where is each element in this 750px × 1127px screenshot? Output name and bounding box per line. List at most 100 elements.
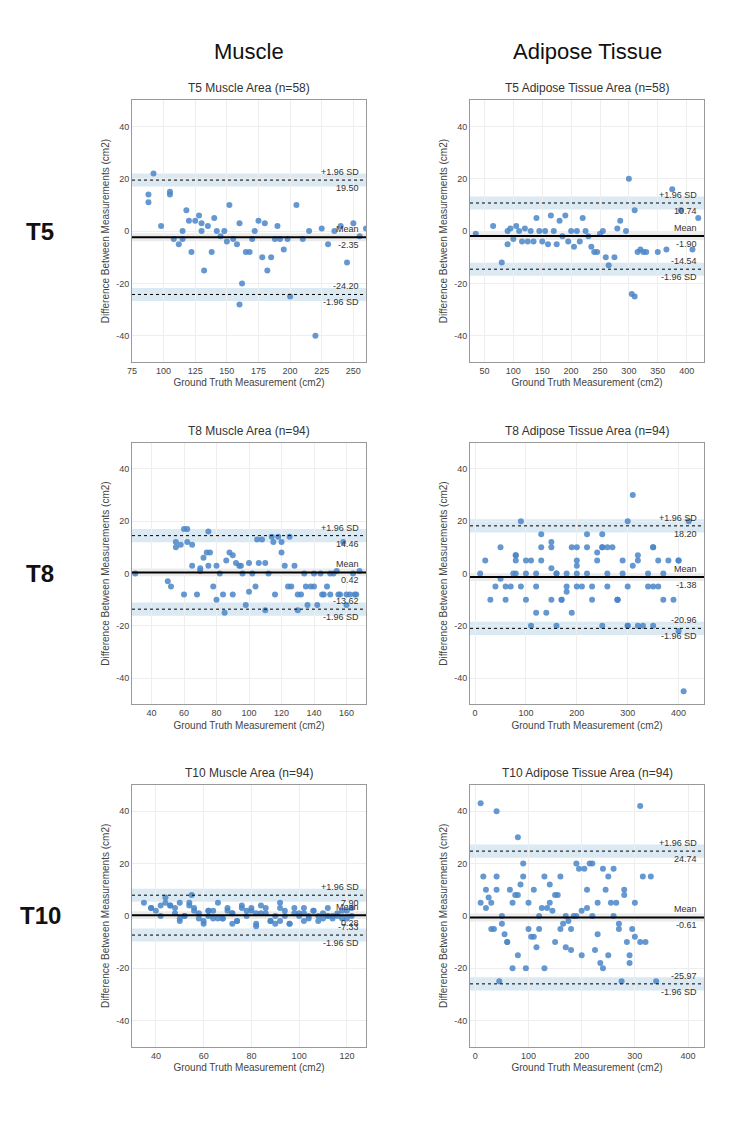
svg-text:-40: -40 bbox=[454, 1016, 467, 1026]
svg-text:80: 80 bbox=[246, 1051, 256, 1061]
svg-text:150: 150 bbox=[535, 366, 550, 376]
svg-text:40: 40 bbox=[119, 122, 129, 132]
svg-text:Mean: Mean bbox=[674, 904, 697, 914]
svg-text:250: 250 bbox=[346, 366, 361, 376]
svg-text:T5: T5 bbox=[26, 218, 54, 245]
svg-text:-1.96 SD: -1.96 SD bbox=[323, 612, 359, 622]
svg-text:350: 350 bbox=[650, 366, 665, 376]
svg-text:T8 Muscle Area (n=94): T8 Muscle Area (n=94) bbox=[188, 424, 310, 438]
svg-text:0: 0 bbox=[124, 569, 129, 579]
svg-text:Difference Between Measurement: Difference Between Measurements (cm2) bbox=[100, 824, 111, 1008]
svg-text:24.74: 24.74 bbox=[674, 854, 697, 864]
svg-text:-20: -20 bbox=[454, 621, 467, 631]
svg-text:250: 250 bbox=[592, 366, 607, 376]
svg-text:0.42: 0.42 bbox=[341, 575, 359, 585]
svg-text:300: 300 bbox=[620, 708, 635, 718]
svg-text:-1.38: -1.38 bbox=[676, 580, 697, 590]
svg-text:0: 0 bbox=[473, 708, 478, 718]
svg-text:-0.61: -0.61 bbox=[676, 920, 697, 930]
svg-text:-1.96 SD: -1.96 SD bbox=[323, 938, 359, 948]
svg-text:-40: -40 bbox=[454, 331, 467, 341]
svg-text:-40: -40 bbox=[116, 331, 129, 341]
svg-text:100: 100 bbox=[521, 1051, 536, 1061]
svg-text:20: 20 bbox=[119, 516, 129, 526]
svg-text:80: 80 bbox=[211, 708, 221, 718]
svg-text:14.46: 14.46 bbox=[336, 539, 359, 549]
svg-text:Difference Between Measurement: Difference Between Measurements (cm2) bbox=[100, 139, 111, 323]
svg-text:120: 120 bbox=[274, 708, 289, 718]
svg-text:10.74: 10.74 bbox=[674, 206, 697, 216]
svg-text:100: 100 bbox=[156, 366, 171, 376]
svg-text:Mean: Mean bbox=[336, 559, 359, 569]
svg-text:18.20: 18.20 bbox=[674, 529, 697, 539]
svg-text:40: 40 bbox=[457, 806, 467, 816]
svg-text:Mean: Mean bbox=[336, 224, 359, 234]
svg-text:40: 40 bbox=[457, 122, 467, 132]
svg-text:-14.54: -14.54 bbox=[671, 256, 697, 266]
svg-text:Difference Between Measurement: Difference Between Measurements (cm2) bbox=[438, 824, 449, 1008]
svg-text:120: 120 bbox=[339, 1051, 354, 1061]
svg-text:20: 20 bbox=[457, 516, 467, 526]
svg-text:Difference Between Measurement: Difference Between Measurements (cm2) bbox=[438, 481, 449, 665]
svg-text:-2.35: -2.35 bbox=[338, 240, 359, 250]
svg-text:Adipose Tissue: Adipose Tissue bbox=[513, 39, 662, 64]
svg-text:-20: -20 bbox=[116, 279, 129, 289]
svg-text:Mean: Mean bbox=[674, 223, 697, 233]
svg-text:Ground Truth Measurement (cm2): Ground Truth Measurement (cm2) bbox=[173, 720, 324, 731]
svg-text:40: 40 bbox=[146, 708, 156, 718]
svg-text:150: 150 bbox=[219, 366, 234, 376]
svg-text:Ground Truth Measurement (cm2): Ground Truth Measurement (cm2) bbox=[511, 720, 662, 731]
svg-text:20: 20 bbox=[457, 859, 467, 869]
svg-text:-7.33: -7.33 bbox=[338, 922, 359, 932]
svg-text:Ground Truth Measurement (cm2): Ground Truth Measurement (cm2) bbox=[511, 377, 662, 388]
svg-text:0: 0 bbox=[462, 226, 467, 236]
svg-text:40: 40 bbox=[119, 806, 129, 816]
svg-text:T8: T8 bbox=[26, 560, 54, 587]
svg-text:200: 200 bbox=[569, 708, 584, 718]
svg-text:75: 75 bbox=[127, 366, 137, 376]
svg-text:0: 0 bbox=[473, 1051, 478, 1061]
svg-text:-40: -40 bbox=[454, 673, 467, 683]
svg-text:T10: T10 bbox=[20, 902, 61, 929]
svg-text:Ground Truth Measurement (cm2): Ground Truth Measurement (cm2) bbox=[511, 1062, 662, 1073]
svg-text:60: 60 bbox=[199, 1051, 209, 1061]
svg-text:-13.62: -13.62 bbox=[333, 596, 359, 606]
svg-text:Ground Truth Measurement (cm2): Ground Truth Measurement (cm2) bbox=[173, 1062, 324, 1073]
svg-text:-20.96: -20.96 bbox=[671, 615, 697, 625]
svg-text:100: 100 bbox=[241, 708, 256, 718]
svg-text:160: 160 bbox=[339, 708, 354, 718]
svg-text:200: 200 bbox=[564, 366, 579, 376]
svg-text:60: 60 bbox=[179, 708, 189, 718]
svg-text:100: 100 bbox=[292, 1051, 307, 1061]
svg-text:300: 300 bbox=[621, 366, 636, 376]
svg-text:0.28: 0.28 bbox=[341, 918, 359, 928]
svg-text:40: 40 bbox=[457, 464, 467, 474]
svg-text:-25.97: -25.97 bbox=[671, 971, 697, 981]
svg-text:0: 0 bbox=[462, 569, 467, 579]
svg-text:+1.96 SD: +1.96 SD bbox=[321, 882, 359, 892]
svg-text:-20: -20 bbox=[454, 279, 467, 289]
svg-text:T8 Adipose Tissue Area (n=94): T8 Adipose Tissue Area (n=94) bbox=[505, 424, 669, 438]
svg-text:300: 300 bbox=[627, 1051, 642, 1061]
svg-text:200: 200 bbox=[283, 366, 298, 376]
svg-text:400: 400 bbox=[671, 708, 686, 718]
svg-text:-1.96 SD: -1.96 SD bbox=[661, 987, 697, 997]
svg-text:-20: -20 bbox=[116, 963, 129, 973]
svg-text:-24.20: -24.20 bbox=[333, 281, 359, 291]
svg-text:175: 175 bbox=[251, 366, 266, 376]
svg-text:-40: -40 bbox=[116, 1016, 129, 1026]
svg-text:+1.96 SD: +1.96 SD bbox=[659, 513, 697, 523]
svg-text:+1.96 SD: +1.96 SD bbox=[659, 838, 697, 848]
svg-text:Difference Between Measurement: Difference Between Measurements (cm2) bbox=[438, 139, 449, 323]
svg-text:400: 400 bbox=[681, 1051, 696, 1061]
svg-text:Difference Between Measurement: Difference Between Measurements (cm2) bbox=[100, 481, 111, 665]
svg-text:-1.96 SD: -1.96 SD bbox=[661, 631, 697, 641]
svg-text:Ground Truth Measurement (cm2): Ground Truth Measurement (cm2) bbox=[173, 377, 324, 388]
svg-text:0: 0 bbox=[124, 226, 129, 236]
svg-text:+1.96 SD: +1.96 SD bbox=[659, 190, 697, 200]
svg-text:-1.90: -1.90 bbox=[676, 239, 697, 249]
svg-text:400: 400 bbox=[679, 366, 694, 376]
svg-text:-20: -20 bbox=[454, 963, 467, 973]
svg-text:Mean: Mean bbox=[336, 902, 359, 912]
svg-text:19.50: 19.50 bbox=[336, 183, 359, 193]
